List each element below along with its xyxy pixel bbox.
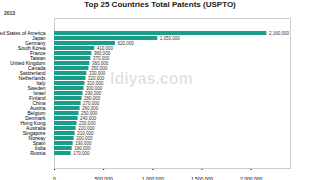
svg-text:Australia: Australia bbox=[26, 125, 46, 132]
svg-text:Denmark: Denmark bbox=[25, 115, 46, 122]
svg-text:Finland: Finland bbox=[29, 95, 46, 102]
svg-text:Austria: Austria bbox=[29, 105, 46, 112]
svg-text:300,000: 300,000 bbox=[86, 85, 103, 91]
svg-text:190,000: 190,000 bbox=[75, 140, 92, 146]
svg-text:0: 0 bbox=[53, 176, 56, 180]
svg-text:1,050,000: 1,050,000 bbox=[160, 36, 181, 41]
svg-text:South Korea: South Korea bbox=[17, 45, 46, 52]
svg-text:France: France bbox=[29, 50, 46, 57]
svg-text:Sweden: Sweden bbox=[27, 85, 46, 92]
svg-text:200,000: 200,000 bbox=[76, 135, 93, 141]
svg-text:Norway: Norway bbox=[28, 135, 46, 142]
svg-text:Italy: Italy bbox=[36, 80, 46, 87]
svg-text:Spain: Spain bbox=[32, 140, 46, 147]
svg-text:350,000: 350,000 bbox=[90, 65, 108, 71]
svg-text:Israel: Israel bbox=[33, 90, 46, 97]
svg-text:240,000: 240,000 bbox=[80, 115, 97, 121]
svg-text:380,000: 380,000 bbox=[93, 50, 111, 56]
svg-text:Russia: Russia bbox=[30, 150, 46, 156]
html-text:Top 25 Countries Total Patents: Top 25 Countries Total Patents (USPTO) bbox=[84, 0, 236, 9]
svg-text:Japan: Japan bbox=[31, 35, 46, 42]
svg-text:310,000: 310,000 bbox=[87, 80, 104, 86]
svg-text:270,000: 270,000 bbox=[83, 100, 100, 106]
svg-text:1,500,000: 1,500,000 bbox=[191, 176, 213, 180]
svg-text:2,160,000: 2,160,000 bbox=[269, 31, 290, 36]
svg-text:Belgium: Belgium bbox=[27, 110, 46, 117]
svg-text:250,000: 250,000 bbox=[81, 110, 98, 116]
svg-text:Netherlands: Netherlands bbox=[18, 75, 46, 82]
svg-text:330,000: 330,000 bbox=[88, 70, 106, 76]
svg-text:370,000: 370,000 bbox=[92, 55, 110, 61]
svg-text:Germany: Germany bbox=[24, 40, 46, 47]
svg-text:Singapore: Singapore bbox=[22, 130, 46, 137]
svg-text:210,000: 210,000 bbox=[77, 130, 94, 136]
svg-text:260,000: 260,000 bbox=[82, 105, 99, 111]
svg-text:1,000,000: 1,000,000 bbox=[142, 176, 164, 180]
html-text:2013: 2013 bbox=[4, 10, 16, 16]
html-text:ldiyas.com: ldiyas.com bbox=[110, 70, 193, 87]
svg-text:Switzerland: Switzerland bbox=[19, 70, 46, 77]
svg-text:500,000: 500,000 bbox=[95, 176, 113, 180]
svg-text:Taiwan: Taiwan bbox=[29, 55, 46, 62]
svg-text:410,000: 410,000 bbox=[96, 45, 114, 51]
svg-text:290,000: 290,000 bbox=[85, 90, 102, 96]
svg-text:220,000: 220,000 bbox=[78, 125, 95, 131]
svg-text:180,000: 180,000 bbox=[74, 145, 91, 151]
svg-text:China: China bbox=[32, 100, 46, 107]
svg-text:620,000: 620,000 bbox=[117, 41, 134, 46]
svg-text:Canada: Canada bbox=[28, 65, 46, 72]
svg-text:360,000: 360,000 bbox=[91, 60, 109, 66]
svg-text:280,000: 280,000 bbox=[84, 95, 101, 101]
svg-text:2,000,000: 2,000,000 bbox=[240, 176, 262, 180]
svg-text:India: India bbox=[34, 145, 46, 152]
svg-text:320,000: 320,000 bbox=[88, 75, 105, 81]
svg-text:Hong Kong: Hong Kong bbox=[20, 120, 46, 127]
svg-text:230,000: 230,000 bbox=[79, 120, 96, 126]
svg-text:170,000: 170,000 bbox=[73, 151, 90, 156]
svg-text:United Kingdom: United Kingdom bbox=[9, 60, 46, 67]
